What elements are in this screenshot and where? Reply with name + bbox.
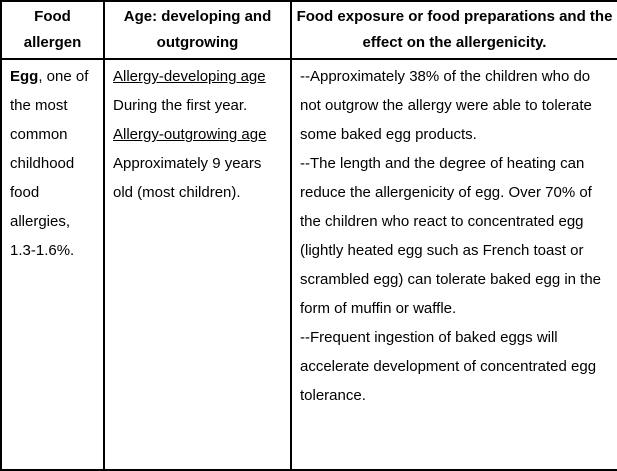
allergen-description: Egg, one of the most common childhood fo… bbox=[10, 62, 96, 265]
header-label-food-allergen: Food allergen bbox=[23, 8, 82, 51]
allergen-name: Egg bbox=[10, 68, 39, 85]
allergy-developing-age-label: Allergy-developing age bbox=[113, 68, 266, 85]
allergy-outgrowing-age-label: Allergy-outgrowing age bbox=[113, 126, 267, 143]
header-label-age: Age: developing and outgrowing bbox=[123, 8, 272, 51]
allergen-description-text: , one of the most common childhood food … bbox=[10, 68, 89, 259]
exposure-paragraph-2: --The length and the degree of heating c… bbox=[300, 155, 602, 317]
cell-allergen: Egg, one of the most common childhood fo… bbox=[0, 58, 105, 471]
exposure-paragraph-1: --Approximately 38% of the children who … bbox=[300, 68, 592, 143]
allergy-developing-age-text: During the first year. bbox=[113, 97, 248, 114]
table-body: Egg, one of the most common childhood fo… bbox=[0, 58, 617, 471]
table-header-row: Food allergen Age: developing and outgro… bbox=[0, 0, 617, 60]
allergy-outgrowing-age-text: Approximately 9 years old (most children… bbox=[113, 155, 262, 201]
header-cell-food-allergen: Food allergen bbox=[0, 0, 105, 60]
cell-exposure: --Approximately 38% of the children who … bbox=[290, 58, 617, 471]
header-cell-food-exposure: Food exposure or food preparations and t… bbox=[290, 0, 617, 60]
table-row-egg: Egg, one of the most common childhood fo… bbox=[0, 58, 617, 471]
header-cell-age: Age: developing and outgrowing bbox=[103, 0, 292, 60]
cell-age: Allergy-developing age During the first … bbox=[103, 58, 292, 471]
header-label-food-exposure: Food exposure or food preparations and t… bbox=[296, 8, 613, 51]
exposure-paragraph-3: --Frequent ingestion of baked eggs will … bbox=[300, 329, 597, 404]
